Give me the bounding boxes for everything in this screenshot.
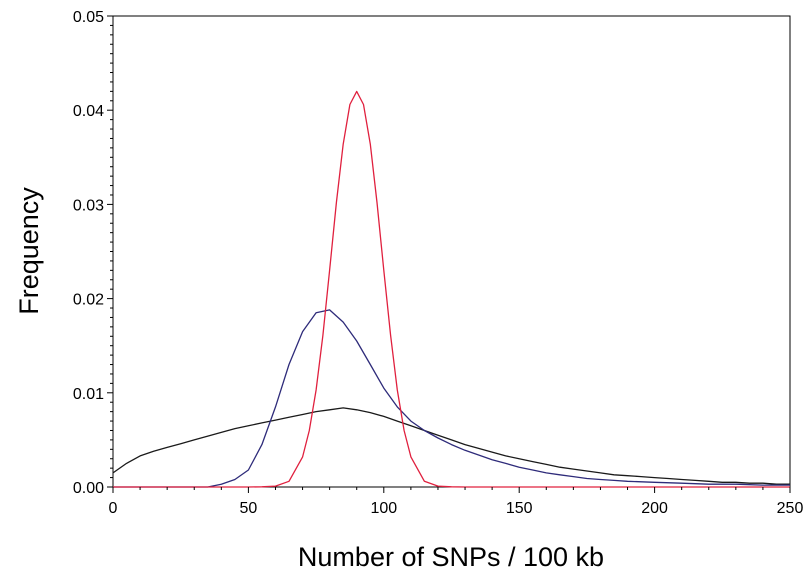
x-tick-label: 150	[506, 500, 533, 517]
x-tick-label: 200	[641, 500, 668, 517]
y-tick-label: 0.04	[73, 103, 104, 120]
series-layer	[112, 90, 790, 488]
x-tick-label: 250	[777, 500, 804, 517]
y-tick-label: 0.03	[73, 197, 104, 214]
series-line-1	[112, 407, 790, 485]
series-line-3	[113, 90, 790, 488]
x-tick-label: 100	[370, 500, 397, 517]
x-tick-label: 50	[240, 500, 258, 517]
x-axis-title: Number of SNPs / 100 kb	[298, 542, 604, 572]
axis-layer: 0 50 100 150 200 250 0.00 0.01 0.02 0.03 0.04 0.05	[73, 9, 804, 517]
y-tick-label: 0.05	[73, 9, 104, 26]
x-tick-label: 0	[109, 500, 118, 517]
y-tick-label: 0.01	[73, 386, 104, 403]
y-tick-label: 0.00	[73, 480, 104, 497]
series-line-2	[113, 309, 790, 488]
plot-frame	[112, 15, 791, 488]
y-axis-title: Frequency	[14, 187, 44, 315]
y-tick-label: 0.02	[73, 292, 104, 309]
